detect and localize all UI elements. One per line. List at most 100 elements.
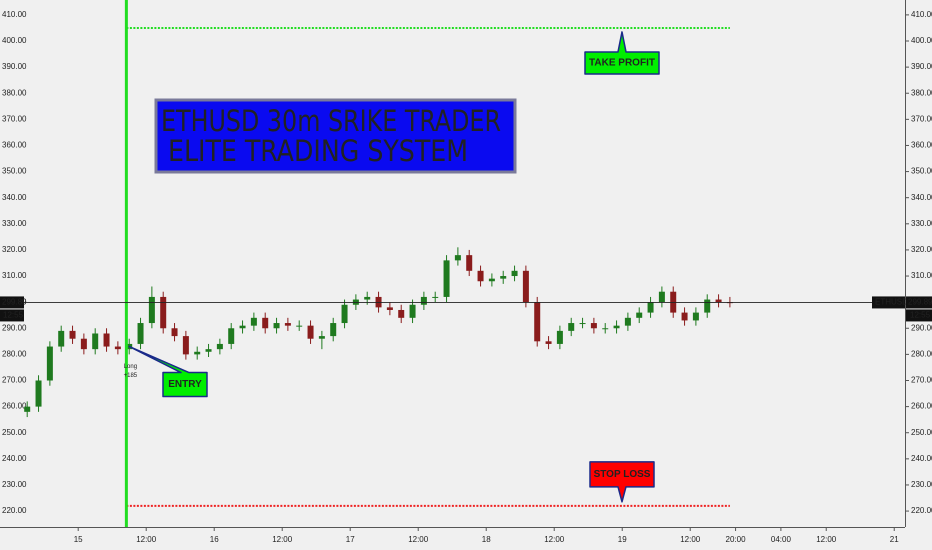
symbol-tag (872, 296, 905, 309)
candle-body (341, 304, 348, 324)
title-line: ELITE TRADING SYSTEM (168, 134, 468, 168)
y-tick-label: 360.00 (911, 141, 932, 150)
candle-body (432, 296, 439, 298)
y-tick-label: 400.00 (911, 36, 932, 45)
stop-loss-callout (589, 461, 655, 503)
y-tick-label: 390.00 (911, 62, 932, 71)
candle-body (307, 325, 314, 339)
x-tick-label: 18 (482, 535, 491, 544)
x-tick-label: 12:00 (680, 535, 701, 544)
y-tick-label-left: 360.00 (2, 141, 27, 150)
price-tag (0, 296, 24, 309)
x-tick-label: 20:00 (726, 535, 747, 544)
candle-body (488, 278, 495, 282)
y-tick-label-left: 230.00 (2, 480, 27, 489)
y-tick-label-left: 370.00 (2, 114, 27, 123)
candle-body (69, 330, 76, 339)
take-profit-callout (584, 31, 660, 75)
x-tick-label: 12:00 (408, 535, 429, 544)
y-tick-label: 280.00 (911, 349, 932, 358)
candle-body (205, 349, 212, 352)
x-tick-label: 15 (74, 535, 83, 544)
y-tick-label: 260.00 (911, 402, 932, 411)
price-tag-text: 299.89 (2, 298, 27, 307)
candle-body (35, 380, 42, 407)
countdown-text: 12:55 (3, 311, 24, 320)
y-tick-label: 290.00 (911, 323, 932, 332)
candle-body (58, 330, 65, 347)
candle-body (364, 296, 371, 300)
entry-callout (128, 345, 208, 398)
candle-body (409, 304, 416, 318)
y-tick-label: 330.00 (911, 219, 932, 228)
candle-body (568, 323, 575, 331)
price-tag-right (906, 296, 932, 309)
x-tick-label: 21 (890, 535, 899, 544)
candle-body (466, 255, 473, 271)
y-tick-label: 410.00 (911, 10, 932, 19)
y-tick-label-left: 240.00 (2, 454, 27, 463)
y-tick-label: 240.00 (911, 454, 932, 463)
candle-body (318, 336, 325, 339)
y-tick-label-left: 220.00 (2, 506, 27, 515)
candle-body (579, 323, 586, 325)
y-tick-label: 230.00 (911, 480, 932, 489)
candle-body (522, 270, 529, 303)
y-tick-label: 370.00 (911, 114, 932, 123)
y-tick-label: 380.00 (911, 88, 932, 97)
candle-body (284, 323, 291, 326)
candle-body (704, 299, 711, 313)
candle-body (613, 325, 620, 329)
y-tick-label: 270.00 (911, 376, 932, 385)
candle-body (160, 296, 167, 329)
candle-body (602, 328, 609, 330)
candle-body (239, 325, 246, 329)
candle-body (420, 296, 427, 305)
y-tick-label-left: 330.00 (2, 219, 27, 228)
candle-body (46, 346, 53, 381)
x-tick-label: 12:00 (136, 535, 157, 544)
y-tick-label-left: 280.00 (2, 349, 27, 358)
y-tick-label-left: 410.00 (2, 10, 27, 19)
candle-body (681, 312, 688, 321)
candle-body (103, 333, 110, 347)
candle-body (624, 317, 631, 326)
signal-text: +185 (124, 373, 138, 379)
y-tick-label-left: 400.00 (2, 36, 27, 45)
candle-body (477, 270, 484, 282)
candle-body (194, 351, 201, 355)
candle-body (658, 291, 665, 303)
y-tick-label-left: 270.00 (2, 376, 27, 385)
signal-text: Long (124, 364, 137, 370)
y-tick-label-left: 380.00 (2, 88, 27, 97)
candle-body (545, 341, 552, 344)
candle-body (24, 406, 31, 412)
y-tick-label-left: 340.00 (2, 193, 27, 202)
y-tick-label-left: 290.00 (2, 323, 27, 332)
y-tick-label-left: 310.00 (2, 271, 27, 280)
y-tick-label-left: 250.00 (2, 428, 27, 437)
candle-body (92, 333, 99, 350)
y-tick-label-left: 260.00 (2, 402, 27, 411)
candle-body (262, 317, 269, 329)
x-tick-label: 17 (346, 535, 355, 544)
candle-body (636, 312, 643, 318)
candle-body (137, 323, 144, 344)
candle-body (171, 328, 178, 337)
y-tick-label-left: 350.00 (2, 167, 27, 176)
y-tick-label: 340.00 (911, 193, 932, 202)
y-tick-label-left: 390.00 (2, 62, 27, 71)
candle-body (511, 270, 518, 277)
x-tick-label: 12:00 (544, 535, 565, 544)
candle-body (386, 307, 393, 310)
candle-body (296, 325, 303, 327)
candle-body (398, 309, 405, 318)
candle-body (454, 255, 461, 261)
candle-body (647, 302, 654, 313)
x-tick-label: 12:00 (272, 535, 293, 544)
title-box (154, 98, 517, 174)
candle-body (114, 346, 121, 350)
y-tick-label: 250.00 (911, 428, 932, 437)
candle-body (228, 328, 235, 344)
